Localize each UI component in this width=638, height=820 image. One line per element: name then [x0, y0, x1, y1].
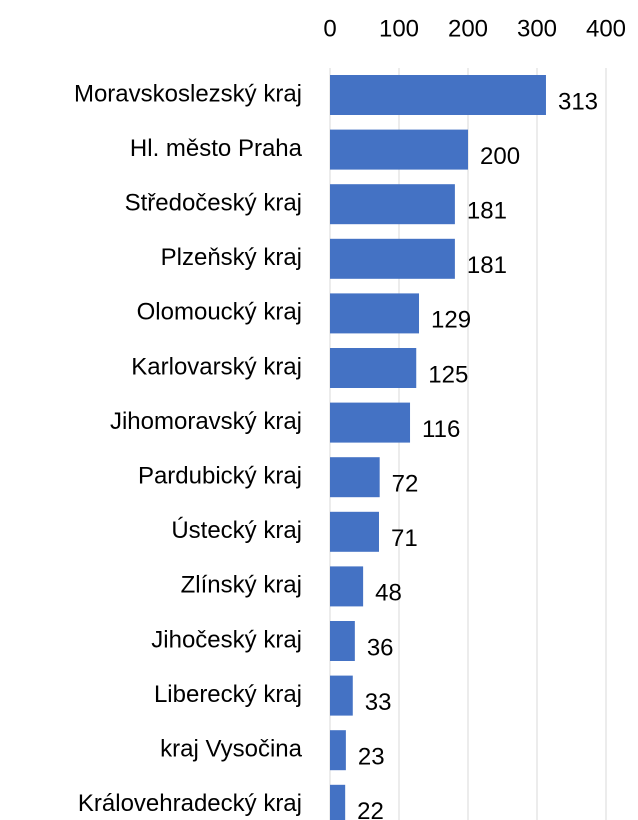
- y-tick-label: Jihočeský kraj: [151, 626, 302, 653]
- y-tick-label: Ústecký kraj: [171, 517, 302, 544]
- bar: [330, 184, 455, 225]
- value-label: 313: [558, 88, 598, 115]
- bar: [330, 566, 364, 607]
- bar: [330, 75, 546, 115]
- bar: [330, 348, 417, 388]
- bar: [330, 784, 346, 820]
- y-tick-label: Liberecký kraj: [154, 681, 302, 708]
- bar: [330, 511, 379, 552]
- value-label: 22: [357, 798, 384, 820]
- bar: [330, 238, 455, 279]
- value-label: 181: [467, 252, 507, 279]
- y-tick-label: Pardubický kraj: [138, 463, 302, 490]
- value-label: 33: [365, 689, 392, 716]
- bar: [330, 402, 411, 443]
- y-tick-label: Hl. město Praha: [130, 135, 303, 162]
- x-tick-label: 0: [323, 15, 336, 42]
- value-label: 129: [431, 307, 471, 334]
- value-label: 36: [367, 634, 394, 661]
- y-tick-label: Středočeský kraj: [125, 190, 302, 217]
- bar: [330, 730, 346, 771]
- value-label: 23: [358, 744, 385, 771]
- bar: [330, 675, 353, 716]
- value-label: 116: [422, 416, 460, 443]
- bar: [330, 129, 468, 170]
- value-label: 181: [467, 198, 507, 225]
- y-tick-label: kraj Vysočina: [160, 736, 302, 763]
- y-tick-label: Královehradecký kraj: [78, 790, 302, 817]
- bar: [330, 621, 355, 661]
- y-tick-label: Jihomoravský kraj: [110, 408, 302, 435]
- value-label: 48: [375, 580, 402, 607]
- y-tick-label: Moravskoslezský kraj: [74, 80, 302, 107]
- y-tick-label: Plzeňský kraj: [161, 244, 302, 271]
- y-tick-label: Olomoucký kraj: [137, 299, 302, 326]
- x-tick-label: 200: [448, 15, 488, 42]
- value-label: 72: [392, 471, 419, 498]
- y-tick-label: Karlovarský kraj: [131, 353, 302, 380]
- y-tick-label: Zlínský kraj: [181, 572, 302, 599]
- value-label: 200: [480, 143, 520, 170]
- x-tick-label: 400: [586, 15, 626, 42]
- bar: [330, 293, 420, 334]
- bar: [330, 457, 380, 498]
- x-tick-label: 300: [517, 15, 557, 42]
- value-label: 125: [428, 361, 468, 388]
- value-label: 71: [391, 525, 418, 552]
- x-tick-label: 100: [379, 15, 419, 42]
